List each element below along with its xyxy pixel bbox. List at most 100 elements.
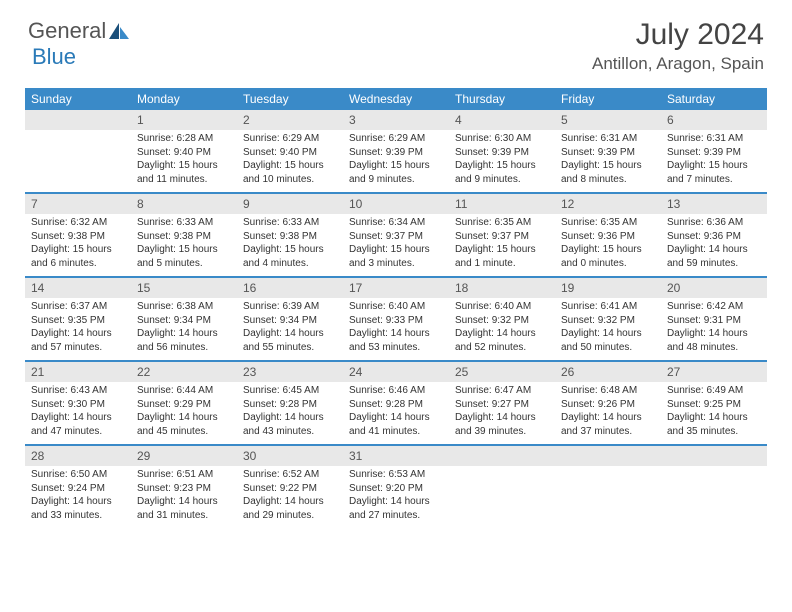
- daylight-text-2: and 39 minutes.: [455, 425, 549, 439]
- day-data-row: Sunrise: 6:50 AMSunset: 9:24 PMDaylight:…: [25, 466, 767, 528]
- daylight-text-2: and 9 minutes.: [349, 173, 443, 187]
- sunrise-text: Sunrise: 6:38 AM: [137, 300, 231, 314]
- sunrise-text: Sunrise: 6:29 AM: [349, 132, 443, 146]
- day-data-cell: Sunrise: 6:29 AMSunset: 9:40 PMDaylight:…: [237, 130, 343, 193]
- daylight-text-1: Daylight: 15 hours: [667, 159, 761, 173]
- day-data-cell: Sunrise: 6:45 AMSunset: 9:28 PMDaylight:…: [237, 382, 343, 445]
- daylight-text-1: Daylight: 14 hours: [243, 327, 337, 341]
- sunrise-text: Sunrise: 6:36 AM: [667, 216, 761, 230]
- sunset-text: Sunset: 9:33 PM: [349, 314, 443, 328]
- daylight-text-1: Daylight: 14 hours: [667, 243, 761, 257]
- weekday-head: Wednesday: [343, 88, 449, 110]
- sunset-text: Sunset: 9:38 PM: [31, 230, 125, 244]
- daylight-text-2: and 53 minutes.: [349, 341, 443, 355]
- daylight-text-1: Daylight: 14 hours: [137, 327, 231, 341]
- day-number-cell: [25, 110, 131, 130]
- sunrise-text: Sunrise: 6:41 AM: [561, 300, 655, 314]
- day-data-cell: Sunrise: 6:41 AMSunset: 9:32 PMDaylight:…: [555, 298, 661, 361]
- weekday-head: Saturday: [661, 88, 767, 110]
- sunrise-text: Sunrise: 6:47 AM: [455, 384, 549, 398]
- day-number-cell: 5: [555, 110, 661, 130]
- daylight-text-2: and 45 minutes.: [137, 425, 231, 439]
- day-number-cell: 14: [25, 277, 131, 298]
- day-data-cell: Sunrise: 6:33 AMSunset: 9:38 PMDaylight:…: [237, 214, 343, 277]
- daylight-text-1: Daylight: 14 hours: [455, 327, 549, 341]
- day-number-cell: 31: [343, 445, 449, 466]
- day-data-cell: Sunrise: 6:40 AMSunset: 9:33 PMDaylight:…: [343, 298, 449, 361]
- day-number-cell: 29: [131, 445, 237, 466]
- daylight-text-1: Daylight: 15 hours: [455, 243, 549, 257]
- day-data-cell: Sunrise: 6:32 AMSunset: 9:38 PMDaylight:…: [25, 214, 131, 277]
- sunrise-text: Sunrise: 6:34 AM: [349, 216, 443, 230]
- sunset-text: Sunset: 9:32 PM: [455, 314, 549, 328]
- sunset-text: Sunset: 9:30 PM: [31, 398, 125, 412]
- sunrise-text: Sunrise: 6:40 AM: [349, 300, 443, 314]
- daylight-text-1: Daylight: 15 hours: [243, 243, 337, 257]
- day-data-cell: Sunrise: 6:31 AMSunset: 9:39 PMDaylight:…: [555, 130, 661, 193]
- logo-word-2: Blue: [32, 44, 76, 69]
- daylight-text-1: Daylight: 14 hours: [137, 495, 231, 509]
- logo-word-1: General: [28, 18, 106, 44]
- sunset-text: Sunset: 9:37 PM: [349, 230, 443, 244]
- weekday-head: Tuesday: [237, 88, 343, 110]
- daylight-text-1: Daylight: 15 hours: [561, 159, 655, 173]
- sunrise-text: Sunrise: 6:43 AM: [31, 384, 125, 398]
- sunrise-text: Sunrise: 6:44 AM: [137, 384, 231, 398]
- daylight-text-1: Daylight: 15 hours: [349, 159, 443, 173]
- daylight-text-2: and 4 minutes.: [243, 257, 337, 271]
- sunset-text: Sunset: 9:38 PM: [243, 230, 337, 244]
- sunset-text: Sunset: 9:26 PM: [561, 398, 655, 412]
- day-number-cell: 19: [555, 277, 661, 298]
- daylight-text-2: and 55 minutes.: [243, 341, 337, 355]
- day-number-row: 14151617181920: [25, 277, 767, 298]
- day-data-cell: Sunrise: 6:49 AMSunset: 9:25 PMDaylight:…: [661, 382, 767, 445]
- day-number-cell: 2: [237, 110, 343, 130]
- day-data-cell: Sunrise: 6:50 AMSunset: 9:24 PMDaylight:…: [25, 466, 131, 528]
- daylight-text-2: and 0 minutes.: [561, 257, 655, 271]
- sunset-text: Sunset: 9:35 PM: [31, 314, 125, 328]
- location-text: Antillon, Aragon, Spain: [592, 54, 764, 74]
- daylight-text-2: and 31 minutes.: [137, 509, 231, 523]
- daylight-text-1: Daylight: 14 hours: [31, 327, 125, 341]
- daylight-text-2: and 33 minutes.: [31, 509, 125, 523]
- day-number-row: 78910111213: [25, 193, 767, 214]
- day-number-cell: 13: [661, 193, 767, 214]
- brand-logo: General: [28, 18, 132, 44]
- sunset-text: Sunset: 9:39 PM: [349, 146, 443, 160]
- day-number-cell: [661, 445, 767, 466]
- sunrise-text: Sunrise: 6:39 AM: [243, 300, 337, 314]
- daylight-text-2: and 48 minutes.: [667, 341, 761, 355]
- daylight-text-2: and 1 minute.: [455, 257, 549, 271]
- day-data-cell: Sunrise: 6:53 AMSunset: 9:20 PMDaylight:…: [343, 466, 449, 528]
- sunset-text: Sunset: 9:36 PM: [561, 230, 655, 244]
- sunrise-text: Sunrise: 6:32 AM: [31, 216, 125, 230]
- sunrise-text: Sunrise: 6:40 AM: [455, 300, 549, 314]
- daylight-text-2: and 11 minutes.: [137, 173, 231, 187]
- day-data-cell: Sunrise: 6:39 AMSunset: 9:34 PMDaylight:…: [237, 298, 343, 361]
- day-number-row: 28293031: [25, 445, 767, 466]
- daylight-text-1: Daylight: 14 hours: [667, 327, 761, 341]
- day-number-cell: 28: [25, 445, 131, 466]
- day-data-cell: Sunrise: 6:40 AMSunset: 9:32 PMDaylight:…: [449, 298, 555, 361]
- daylight-text-2: and 50 minutes.: [561, 341, 655, 355]
- daylight-text-1: Daylight: 14 hours: [349, 495, 443, 509]
- day-data-cell: Sunrise: 6:37 AMSunset: 9:35 PMDaylight:…: [25, 298, 131, 361]
- daylight-text-1: Daylight: 14 hours: [31, 495, 125, 509]
- day-number-cell: 3: [343, 110, 449, 130]
- daylight-text-1: Daylight: 14 hours: [243, 495, 337, 509]
- sunset-text: Sunset: 9:23 PM: [137, 482, 231, 496]
- daylight-text-2: and 57 minutes.: [31, 341, 125, 355]
- day-number-cell: 6: [661, 110, 767, 130]
- daylight-text-2: and 47 minutes.: [31, 425, 125, 439]
- day-data-cell: Sunrise: 6:52 AMSunset: 9:22 PMDaylight:…: [237, 466, 343, 528]
- sunrise-text: Sunrise: 6:28 AM: [137, 132, 231, 146]
- sunrise-text: Sunrise: 6:37 AM: [31, 300, 125, 314]
- sunset-text: Sunset: 9:27 PM: [455, 398, 549, 412]
- day-data-row: Sunrise: 6:28 AMSunset: 9:40 PMDaylight:…: [25, 130, 767, 193]
- weekday-head: Sunday: [25, 88, 131, 110]
- daylight-text-1: Daylight: 15 hours: [561, 243, 655, 257]
- calendar-table: Sunday Monday Tuesday Wednesday Thursday…: [25, 88, 767, 528]
- day-number-cell: 9: [237, 193, 343, 214]
- day-data-cell: Sunrise: 6:42 AMSunset: 9:31 PMDaylight:…: [661, 298, 767, 361]
- sunset-text: Sunset: 9:39 PM: [561, 146, 655, 160]
